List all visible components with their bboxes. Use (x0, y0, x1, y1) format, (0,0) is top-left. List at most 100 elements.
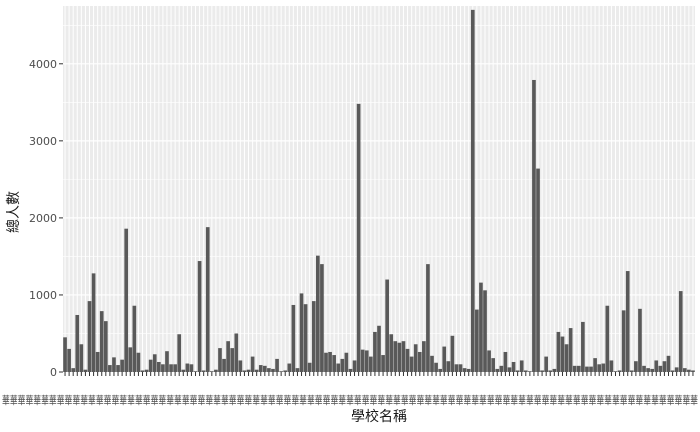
bar (417, 351, 422, 372)
bar (381, 355, 385, 372)
bar (209, 371, 214, 372)
bar (511, 361, 516, 372)
bar (324, 352, 328, 372)
bar (536, 168, 540, 372)
bar (344, 352, 349, 372)
bar (373, 331, 377, 372)
bar (519, 360, 524, 372)
bar (91, 273, 96, 372)
bar (638, 308, 642, 372)
bar (136, 352, 141, 372)
bar (405, 348, 410, 372)
bar (621, 310, 626, 372)
bar (287, 363, 292, 372)
bar (666, 355, 671, 372)
bar (613, 371, 618, 372)
bar (352, 360, 357, 372)
bar (112, 357, 116, 372)
bar (560, 336, 565, 372)
bar (389, 334, 394, 372)
bar (430, 355, 434, 372)
bar (332, 355, 336, 372)
bar (116, 365, 120, 372)
bar (409, 356, 414, 372)
bar (193, 371, 198, 372)
bar (654, 360, 659, 372)
y-tick-label: 1000 (29, 289, 57, 302)
bar (585, 366, 589, 372)
bar (454, 364, 459, 372)
bar (581, 321, 585, 372)
bar (629, 370, 634, 372)
bar (291, 304, 296, 372)
bar (462, 368, 467, 372)
bar (254, 369, 259, 372)
y-axis: 0 1000 2000 3000 4000 (29, 58, 63, 379)
bar (242, 370, 247, 372)
bar (340, 358, 345, 372)
bar (503, 351, 508, 372)
bar (642, 365, 646, 372)
bar (393, 341, 398, 372)
bar (311, 301, 316, 372)
bar (377, 325, 381, 372)
bar (189, 364, 194, 372)
bar (120, 359, 124, 372)
bar (544, 356, 549, 372)
bar (271, 368, 275, 372)
bar (609, 360, 614, 372)
bar (67, 348, 71, 372)
bar (576, 365, 581, 372)
bar (320, 264, 324, 372)
bar (140, 370, 145, 372)
bar (177, 334, 182, 372)
bar (691, 370, 695, 372)
x-axis: 華華華華華華華華華華華華華華華華華華華華華華華華華華華華華華華華華華華華華華華華… (2, 372, 698, 407)
bar (491, 358, 496, 372)
bar (450, 335, 455, 372)
bar (458, 364, 463, 372)
bar (222, 358, 226, 372)
bar (275, 358, 279, 372)
bar (487, 350, 491, 372)
bar (593, 358, 597, 372)
bar (540, 370, 544, 372)
bar (214, 369, 218, 372)
bar (173, 364, 177, 372)
bar (589, 366, 593, 372)
bar (258, 365, 263, 372)
bars (63, 9, 695, 373)
bar (79, 344, 84, 372)
bar (413, 344, 418, 372)
bar (246, 369, 251, 372)
bar (161, 364, 165, 372)
x-axis-title: 學校名稱 (351, 408, 407, 425)
bar (597, 364, 602, 372)
bar (205, 227, 210, 372)
bar (128, 347, 133, 372)
bar (674, 367, 679, 372)
bar (152, 354, 157, 372)
bar (87, 301, 92, 372)
bar (442, 346, 447, 372)
bar (605, 305, 610, 372)
bar (523, 370, 528, 372)
bar (250, 356, 255, 372)
bar (144, 369, 149, 372)
bar (156, 361, 161, 372)
bar (230, 348, 235, 372)
bar (532, 79, 536, 373)
bar (483, 290, 487, 372)
bar (201, 370, 206, 372)
bar (71, 368, 76, 372)
bar (99, 311, 104, 372)
bar (548, 370, 553, 372)
bar (234, 333, 239, 372)
y-axis-title: 總人數 (5, 191, 22, 233)
bar (475, 309, 479, 372)
bar (108, 365, 112, 372)
bar (572, 365, 577, 372)
x-tick-labels: 華華華華華華華華華華華華華華華華華華華華華華華華華華華華華華華華華華華華華華華華… (2, 394, 698, 407)
